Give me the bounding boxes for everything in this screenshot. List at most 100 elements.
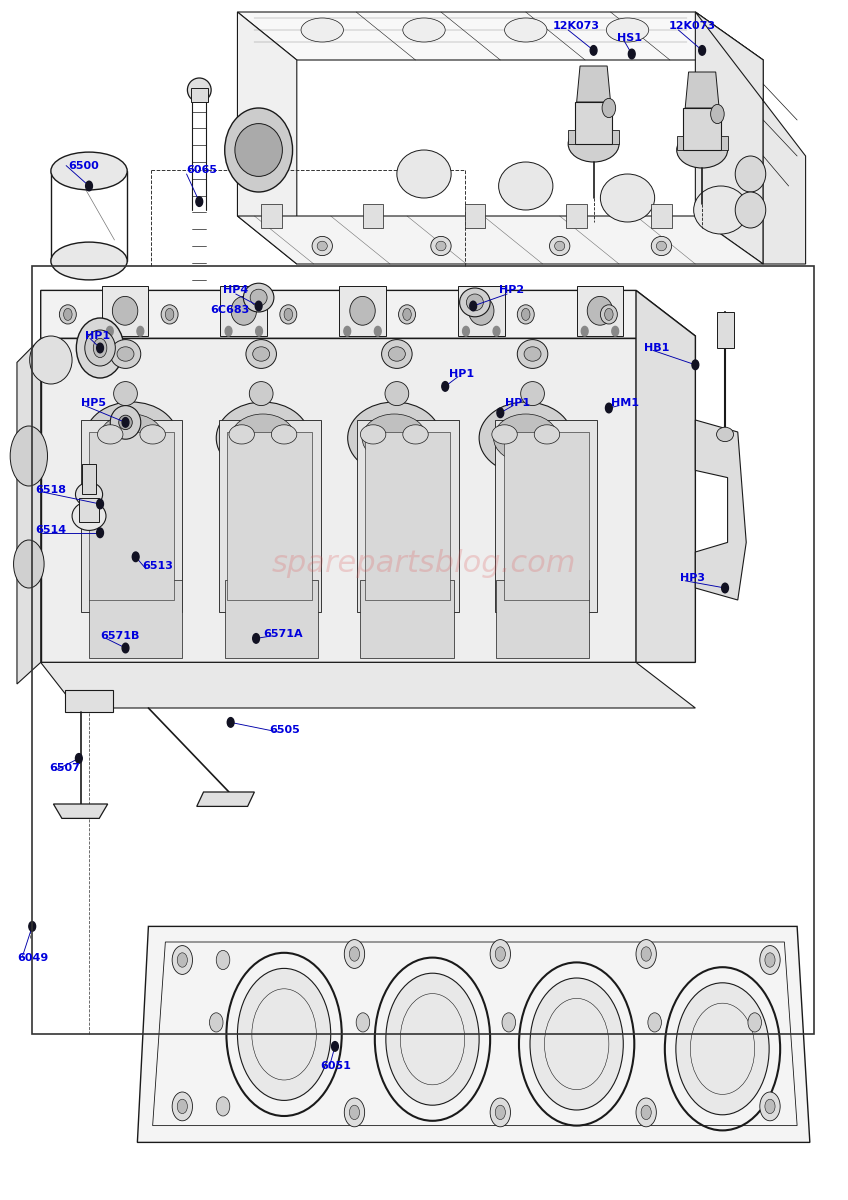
Bar xyxy=(458,286,505,336)
Text: HP2: HP2 xyxy=(499,286,524,295)
Ellipse shape xyxy=(93,338,107,358)
Polygon shape xyxy=(41,662,695,708)
Polygon shape xyxy=(575,102,612,144)
Polygon shape xyxy=(683,108,721,150)
Ellipse shape xyxy=(177,953,187,967)
Text: HS1: HS1 xyxy=(617,34,642,43)
Ellipse shape xyxy=(250,289,267,306)
Bar xyxy=(566,204,587,228)
Bar xyxy=(89,432,174,600)
Ellipse shape xyxy=(10,426,47,486)
Text: 6500: 6500 xyxy=(68,161,98,170)
Ellipse shape xyxy=(495,947,505,961)
Ellipse shape xyxy=(14,540,44,588)
Ellipse shape xyxy=(676,983,769,1115)
Ellipse shape xyxy=(760,1092,780,1121)
Bar xyxy=(465,204,485,228)
Text: HP3: HP3 xyxy=(680,574,705,583)
Ellipse shape xyxy=(403,308,411,320)
Ellipse shape xyxy=(386,973,479,1105)
Bar xyxy=(82,464,96,494)
Ellipse shape xyxy=(606,18,649,42)
Text: HM1: HM1 xyxy=(611,398,639,408)
Ellipse shape xyxy=(490,940,510,968)
Polygon shape xyxy=(695,12,806,264)
Ellipse shape xyxy=(677,132,728,168)
Polygon shape xyxy=(137,926,810,1142)
Ellipse shape xyxy=(636,940,656,968)
Ellipse shape xyxy=(253,347,270,361)
Ellipse shape xyxy=(85,402,178,474)
Bar xyxy=(496,580,589,658)
Text: 6518: 6518 xyxy=(36,485,67,494)
Polygon shape xyxy=(695,12,763,264)
Bar xyxy=(227,432,312,600)
Circle shape xyxy=(344,326,351,336)
Ellipse shape xyxy=(602,98,616,118)
Text: 6065: 6065 xyxy=(187,166,218,175)
Bar xyxy=(225,580,318,658)
Circle shape xyxy=(137,326,143,336)
Ellipse shape xyxy=(349,1105,360,1120)
Circle shape xyxy=(497,408,504,418)
Ellipse shape xyxy=(216,402,310,474)
Ellipse shape xyxy=(555,241,565,251)
Circle shape xyxy=(227,718,234,727)
Circle shape xyxy=(494,326,500,336)
Ellipse shape xyxy=(161,305,178,324)
Polygon shape xyxy=(577,66,611,102)
Ellipse shape xyxy=(436,241,446,251)
Text: 12K073: 12K073 xyxy=(553,22,600,31)
Bar xyxy=(339,286,386,336)
Bar xyxy=(65,690,113,712)
Ellipse shape xyxy=(187,78,211,102)
Bar xyxy=(32,266,814,1034)
Ellipse shape xyxy=(344,1098,365,1127)
Polygon shape xyxy=(568,130,575,144)
Ellipse shape xyxy=(385,382,409,406)
Ellipse shape xyxy=(641,1105,651,1120)
Circle shape xyxy=(699,46,706,55)
Ellipse shape xyxy=(99,414,164,462)
Text: HP1: HP1 xyxy=(85,331,110,341)
Ellipse shape xyxy=(165,308,174,320)
Bar xyxy=(651,204,672,228)
Ellipse shape xyxy=(348,402,441,474)
Ellipse shape xyxy=(225,108,293,192)
Ellipse shape xyxy=(479,402,572,474)
Ellipse shape xyxy=(280,305,297,324)
Text: 6051: 6051 xyxy=(321,1061,351,1070)
Circle shape xyxy=(97,343,103,353)
Circle shape xyxy=(226,326,232,336)
Polygon shape xyxy=(17,338,41,684)
Polygon shape xyxy=(685,72,719,108)
Ellipse shape xyxy=(760,946,780,974)
Bar xyxy=(102,286,148,336)
Text: HB1: HB1 xyxy=(644,343,670,353)
Bar xyxy=(81,420,182,612)
Ellipse shape xyxy=(717,427,734,442)
Ellipse shape xyxy=(431,236,451,256)
Ellipse shape xyxy=(114,382,137,406)
Bar xyxy=(79,498,99,522)
Ellipse shape xyxy=(177,1099,187,1114)
Ellipse shape xyxy=(694,186,748,234)
Text: 6049: 6049 xyxy=(17,953,48,962)
Ellipse shape xyxy=(492,425,517,444)
Ellipse shape xyxy=(517,340,548,368)
Circle shape xyxy=(107,326,113,336)
Text: HP1: HP1 xyxy=(449,370,475,379)
Ellipse shape xyxy=(600,305,617,324)
Ellipse shape xyxy=(349,947,360,961)
Bar xyxy=(220,286,267,336)
Ellipse shape xyxy=(502,1013,516,1032)
Ellipse shape xyxy=(51,242,127,280)
Bar xyxy=(360,580,454,658)
Ellipse shape xyxy=(641,947,651,961)
Ellipse shape xyxy=(344,940,365,968)
Bar xyxy=(495,420,597,612)
Text: 6C683: 6C683 xyxy=(210,305,249,314)
Polygon shape xyxy=(695,420,746,600)
Ellipse shape xyxy=(403,425,428,444)
Circle shape xyxy=(196,197,203,206)
